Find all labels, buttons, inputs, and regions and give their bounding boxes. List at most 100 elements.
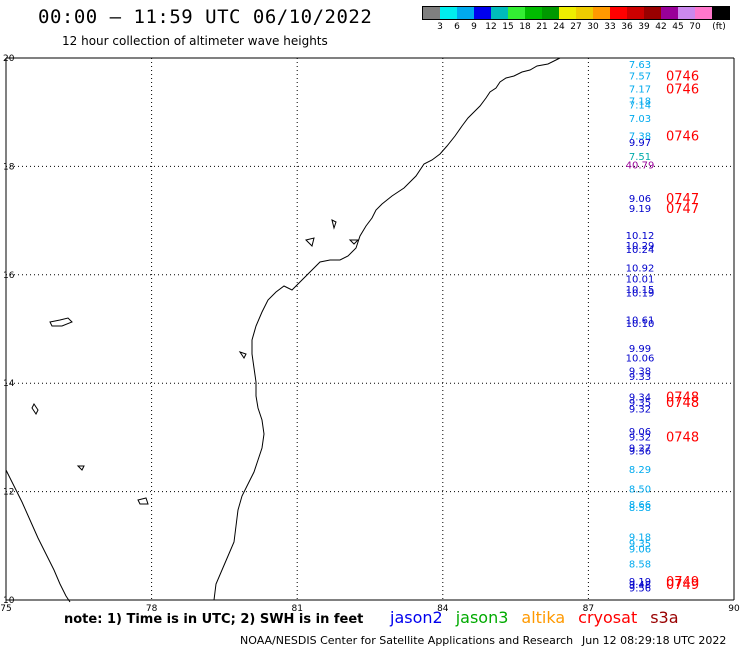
legend-swatch <box>474 7 491 19</box>
axis-ticks: 75 78 81 84 87 90 20 18 16 14 12 10 <box>0 54 740 614</box>
island-c <box>137 497 149 505</box>
legend-swatch <box>695 7 712 19</box>
wave-height-value: 9.99 <box>629 344 651 355</box>
legend-swatch <box>644 7 661 19</box>
legend-label: 21 <box>536 22 548 32</box>
wave-height-value: 9.32 <box>629 433 651 444</box>
legend-swatch <box>440 7 457 19</box>
wave-height-value: 10.15 <box>626 285 655 296</box>
island-g <box>331 219 337 230</box>
legend-label: 27 <box>570 22 582 32</box>
legend-label: 15 <box>502 22 514 32</box>
legend-label: 24 <box>553 22 565 32</box>
legend-swatch <box>627 7 644 19</box>
observation-time: 0748 <box>666 396 699 411</box>
legend-label: 42 <box>655 22 667 32</box>
wave-height-value: 9.97 <box>629 138 651 149</box>
observation-time: 0746 <box>666 70 699 85</box>
wave-height-value: 8.58 <box>629 503 651 514</box>
wave-height-value: 9.19 <box>629 204 651 215</box>
color-legend: 3 6 9 12 15 18 21 24 27 30 33 36 39 42 45 70 (ft) <box>422 6 730 34</box>
observation-time: 0747 <box>666 192 699 207</box>
wave-height-value: 9.06 <box>629 194 651 205</box>
wave-height-value: 7.51 <box>629 152 651 163</box>
satellite-cryosat: cryosat <box>578 608 638 627</box>
wave-height-value: 9.38 <box>629 367 651 378</box>
lon-tick-label: 90 <box>728 604 740 614</box>
wave-height-value: 10.61 <box>626 316 655 327</box>
island-h <box>348 239 360 245</box>
wave-height-value: 10.19 <box>626 288 655 299</box>
island-a <box>49 317 73 327</box>
lat-tick-label: 18 <box>3 162 15 172</box>
island-b <box>31 403 39 415</box>
map-grid <box>5 57 735 601</box>
legend-swatch <box>491 7 508 19</box>
legend-label: 30 <box>587 22 599 32</box>
legend-swatch <box>661 7 678 19</box>
footer-note: note: 1) Time is in UTC; 2) SWH is in fe… <box>64 612 364 627</box>
lon-tick-label: 87 <box>583 604 594 614</box>
satellite-jason3: jason3 <box>455 608 509 627</box>
legend-label: 39 <box>638 22 650 32</box>
wave-height-value: 8.66 <box>629 500 651 511</box>
observation-time: 0746 <box>666 129 699 144</box>
legend-swatch <box>712 7 729 19</box>
generated-timestamp: Jun 12 08:29:18 UTC 2022 <box>582 634 727 647</box>
lon-tick-label: 75 <box>0 604 11 614</box>
wave-height-value: 10.12 <box>626 231 655 242</box>
wave-height-value: 10.29 <box>626 241 655 252</box>
island-f <box>305 237 315 247</box>
legend-label: 70 <box>689 22 701 32</box>
legend-label: 33 <box>604 22 616 32</box>
lat-tick-label: 14 <box>3 379 15 389</box>
legend-label: 3 <box>437 22 443 32</box>
observation-time: 0749 <box>666 578 699 593</box>
observation-time: 0748 <box>666 431 699 446</box>
wave-height-value: 9.18 <box>629 532 651 543</box>
wave-height-value: 9.48 <box>629 580 651 591</box>
wave-height-value: 9.36 <box>629 447 651 458</box>
satellite-legend: jason2 jason3 altika cryosat s3a <box>390 608 679 627</box>
wave-height-value: 7.14 <box>629 100 651 111</box>
legend-swatch <box>678 7 695 19</box>
wave-height-value: 10.06 <box>626 354 655 365</box>
wave-height-value: 9.35 <box>629 398 651 409</box>
wave-height-value: 9.06 <box>629 427 651 438</box>
wave-height-observations: 7.637.57 0746 7.17 0746 7.187.14 7.03 7.38 0746… <box>626 60 699 595</box>
legend-unit: (ft) <box>712 22 726 32</box>
observation-time: 0749 <box>666 575 699 590</box>
satellite-altika: altika <box>521 608 566 627</box>
legend-swatch <box>610 7 627 19</box>
india-east-coast <box>213 57 561 601</box>
lon-tick-label: 81 <box>291 604 302 614</box>
map-title: 00:00 – 11:59 UTC 06/10/2022 <box>38 6 373 28</box>
wave-height-value: 8.50 <box>629 485 651 496</box>
lon-tick-label: 78 <box>146 604 158 614</box>
lat-tick-label: 12 <box>3 488 14 498</box>
observation-time: 0748 <box>666 391 699 406</box>
credit-line: NOAA/NESDIS Center for Satellite Applica… <box>240 634 574 647</box>
wave-height-value: 9.33 <box>629 372 651 383</box>
wave-height-value: 9.19 <box>629 577 651 588</box>
wave-height-value: 9.34 <box>629 393 651 404</box>
legend-swatch <box>525 7 542 19</box>
wave-height-value: 10.10 <box>626 319 655 330</box>
satellite-s3a: s3a <box>650 608 679 627</box>
wave-height-value: 7.38 <box>629 131 651 142</box>
wave-height-value: 7.17 <box>629 85 651 96</box>
observation-time: 0746 <box>666 83 699 98</box>
coastline <box>5 57 561 603</box>
wave-height-value: 9.27 <box>629 443 651 454</box>
legend-swatch <box>593 7 610 19</box>
wave-height-value: 9.06 <box>629 544 651 555</box>
wave-height-value: 10.24 <box>626 245 655 256</box>
lat-tick-label: 10 <box>3 596 15 606</box>
legend-swatch <box>542 7 559 19</box>
wave-height-value: 8.29 <box>629 465 651 476</box>
legend-label: 18 <box>519 22 531 32</box>
legend-labels: 3 6 9 12 15 18 21 24 27 30 33 36 39 42 45 70 (ft) <box>422 20 730 34</box>
legend-label: 6 <box>454 22 460 32</box>
island-d <box>76 465 85 471</box>
